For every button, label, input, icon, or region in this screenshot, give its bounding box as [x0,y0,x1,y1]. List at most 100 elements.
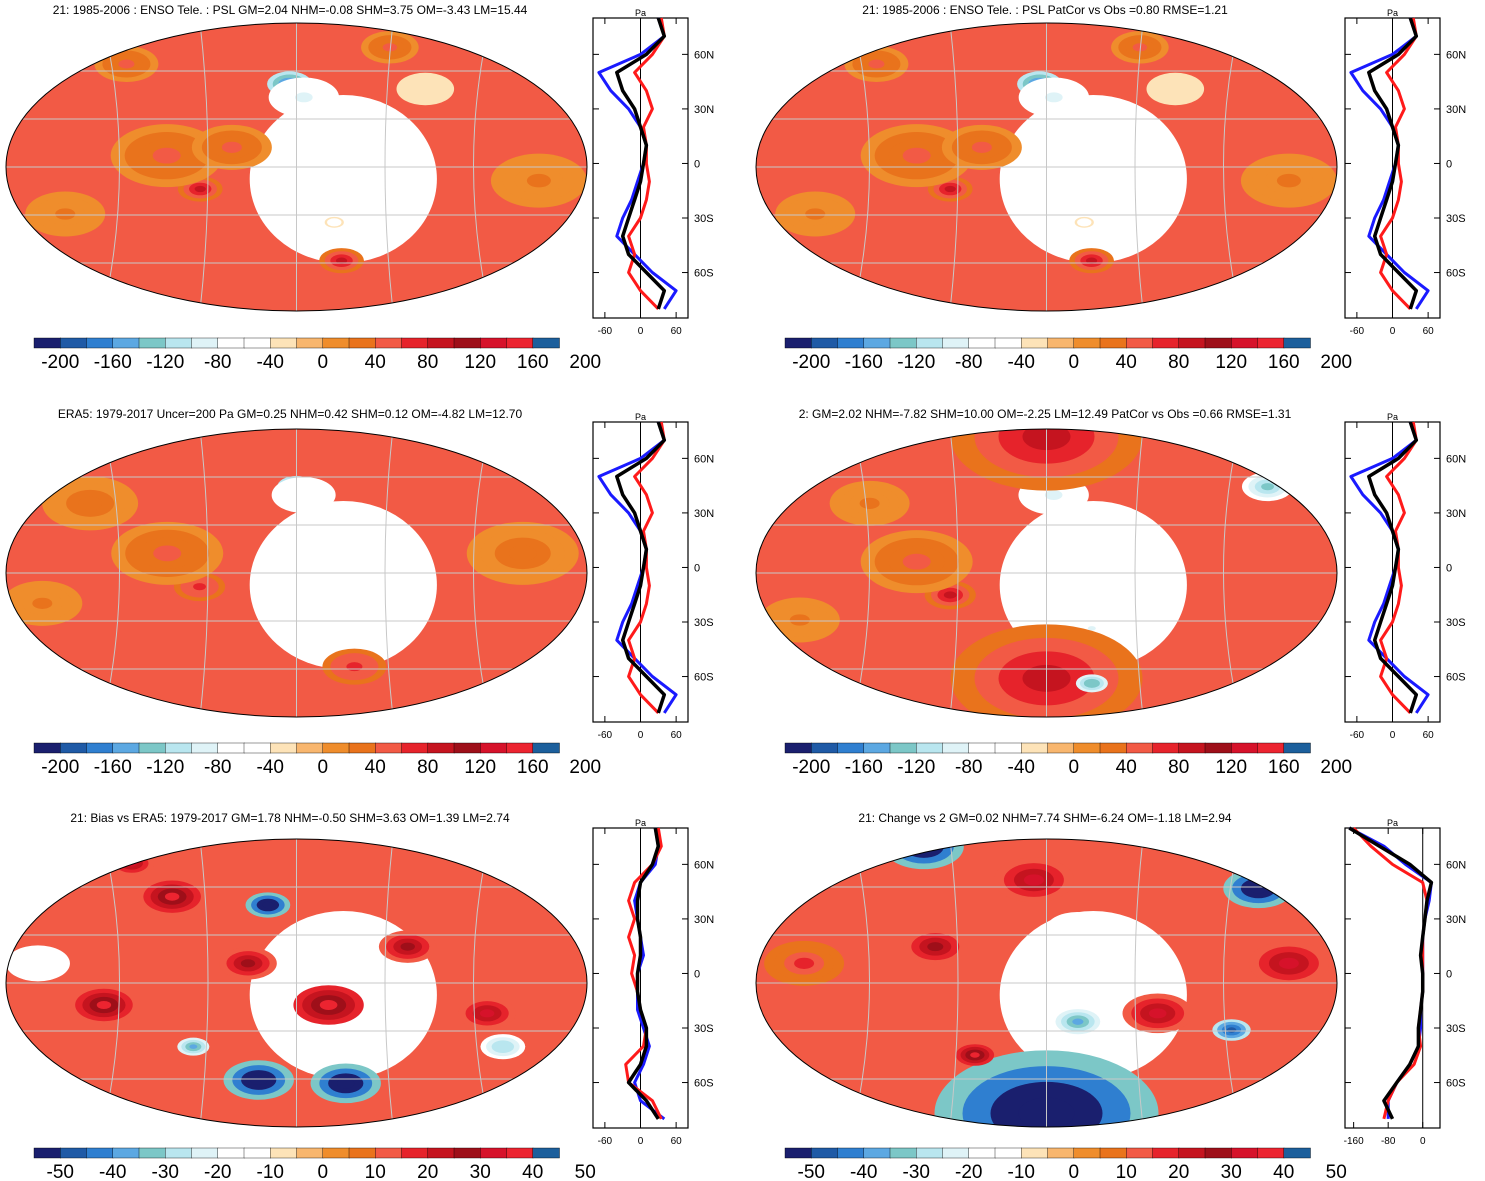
colorbar-tick-label: 40 [522,1162,543,1181]
colorbar-tick-label: 40 [1273,1162,1294,1181]
colorbar-swatch [1231,742,1259,754]
colorbar-tick-label: 10 [365,1162,386,1181]
map-neutral-zone [249,501,437,669]
colorbar-swatch [401,337,429,349]
graticule-lon [948,23,959,311]
colorbar-tick-label: -200 [792,352,830,373]
colorbar-swatch [1257,337,1285,349]
map-border [755,838,1338,1128]
field-blob-5 [221,141,242,153]
colorbar-swatch [1047,337,1075,349]
colorbar-swatch [889,742,917,754]
colorbar-tick-label: 200 [1320,757,1352,778]
field-blob-4 [164,892,180,901]
field-blob-6 [335,257,348,264]
profile-xtick-label: 0 [638,1136,644,1147]
map-field [756,429,1337,717]
field-blob-2 [1045,92,1063,103]
colorbar-tick-label: 160 [517,757,549,778]
colorbar-tick-label: 0 [317,757,328,778]
profile-ytick-label: 60S [694,268,714,280]
field-blob-8 [1087,681,1096,686]
colorbar-swatch [348,337,376,349]
profile-xtick-label: 60 [671,326,683,337]
colorbar-tick-label: -120 [146,352,184,373]
colorbar-swatch [33,742,61,754]
panel-2: 21: 1985-2006 : ENSO Tele. : PSL PatCor … [755,3,1466,373]
colorbar-swatch [1152,742,1180,754]
colorbar-swatch [270,337,298,349]
colorbar-swatch [296,742,324,754]
profile-ytick-label: 30S [694,213,714,225]
colorbar-swatch [165,337,193,349]
colorbar-swatch [1047,742,1075,754]
colorbar-swatch [994,1147,1022,1159]
colorbar-swatch [427,337,455,349]
profile-ytick-label: 30N [694,508,714,520]
profile-ytick-label: 30S [694,1023,714,1035]
panel-title: 21: 1985-2006 : ENSO Tele. : PSL PatCor … [862,3,1228,17]
profile-ytick-label: 60N [1446,453,1466,465]
map-field [756,839,1337,1127]
colorbar-tick-label: -10 [257,1162,284,1181]
colorbar-tick-label: 20 [1168,1162,1189,1181]
colorbar-swatch [1099,337,1127,349]
map-border [755,22,1338,312]
zonal-profile: Pa 60N 30N 0 30S 60S -60 0 60 [592,818,714,1147]
colorbar-swatch [1126,742,1154,754]
colorbar-swatch [322,742,350,754]
colorbar-swatch [1178,337,1206,349]
profile-ytick-label: 0 [1446,158,1452,170]
colorbar-swatch [784,742,812,754]
colorbar-swatch [1178,1147,1206,1159]
colorbar-swatch [1021,337,1049,349]
map-neutral-zone [249,95,437,263]
field-blob-8 [868,59,885,69]
colorbar-tick-label: 50 [1326,1162,1347,1181]
colorbar-swatch [375,742,403,754]
colorbar-tick-label: 40 [365,757,386,778]
colorbar-swatch [916,337,944,349]
graticule-lon [198,839,209,1127]
field-blob-8 [118,59,135,69]
profile-ytick-label: 30N [1446,508,1466,520]
panel-5: 21: Bias vs ERA5: 1979-2017 GM=1.78 NHM=… [5,811,714,1181]
colorbar: -200 -160 -120 -80 -40 0 40 80 120 160 200 [33,742,601,778]
colorbar-swatch [1283,1147,1311,1159]
graticule-lon [1134,429,1145,717]
colorbar-swatch [942,1147,970,1159]
field-blob-12 [1168,84,1183,94]
colorbar-swatch [1073,1147,1101,1159]
field-blob-1 [262,901,274,909]
colorbar-tick-label: -80 [204,352,231,373]
graticule-lon [1134,23,1145,311]
colorbar-swatch [60,742,88,754]
panel-6: 21: Change vs 2 GM=0.02 NHM=7.74 SHM=-6.… [755,811,1466,1181]
profile-xtick-label: 60 [1423,730,1435,741]
colorbar-swatch [191,742,219,754]
colorbar-swatch [1099,742,1127,754]
field-blob-8 [240,959,256,968]
colorbar-swatch [1126,337,1154,349]
colorbar-tick-label: 10 [1116,1162,1137,1181]
colorbar-swatch [811,742,839,754]
graticule-lon [384,839,395,1127]
colorbar-swatch [60,1147,88,1159]
profile-ytick-label: 60N [694,859,714,871]
colorbar-swatch [1204,1147,1232,1159]
colorbar-swatch [1283,337,1311,349]
field-blob-9 [1132,43,1148,52]
field-blob-5 [1072,1018,1084,1025]
profile-unit: Pa [1387,818,1398,828]
colorbar-tick-label: -120 [146,757,184,778]
field-blob-5 [971,141,992,153]
colorbar-tick-label: 160 [1268,352,1300,373]
colorbar-swatch [191,337,219,349]
colorbar-tick-label: -40 [1008,757,1035,778]
profile-series-1 [1348,826,1434,1120]
profile-ytick-label: 60S [1446,672,1466,684]
profile-xtick-label: 60 [671,1136,683,1147]
profile-unit: Pa [635,412,646,422]
colorbar-swatch [837,742,865,754]
